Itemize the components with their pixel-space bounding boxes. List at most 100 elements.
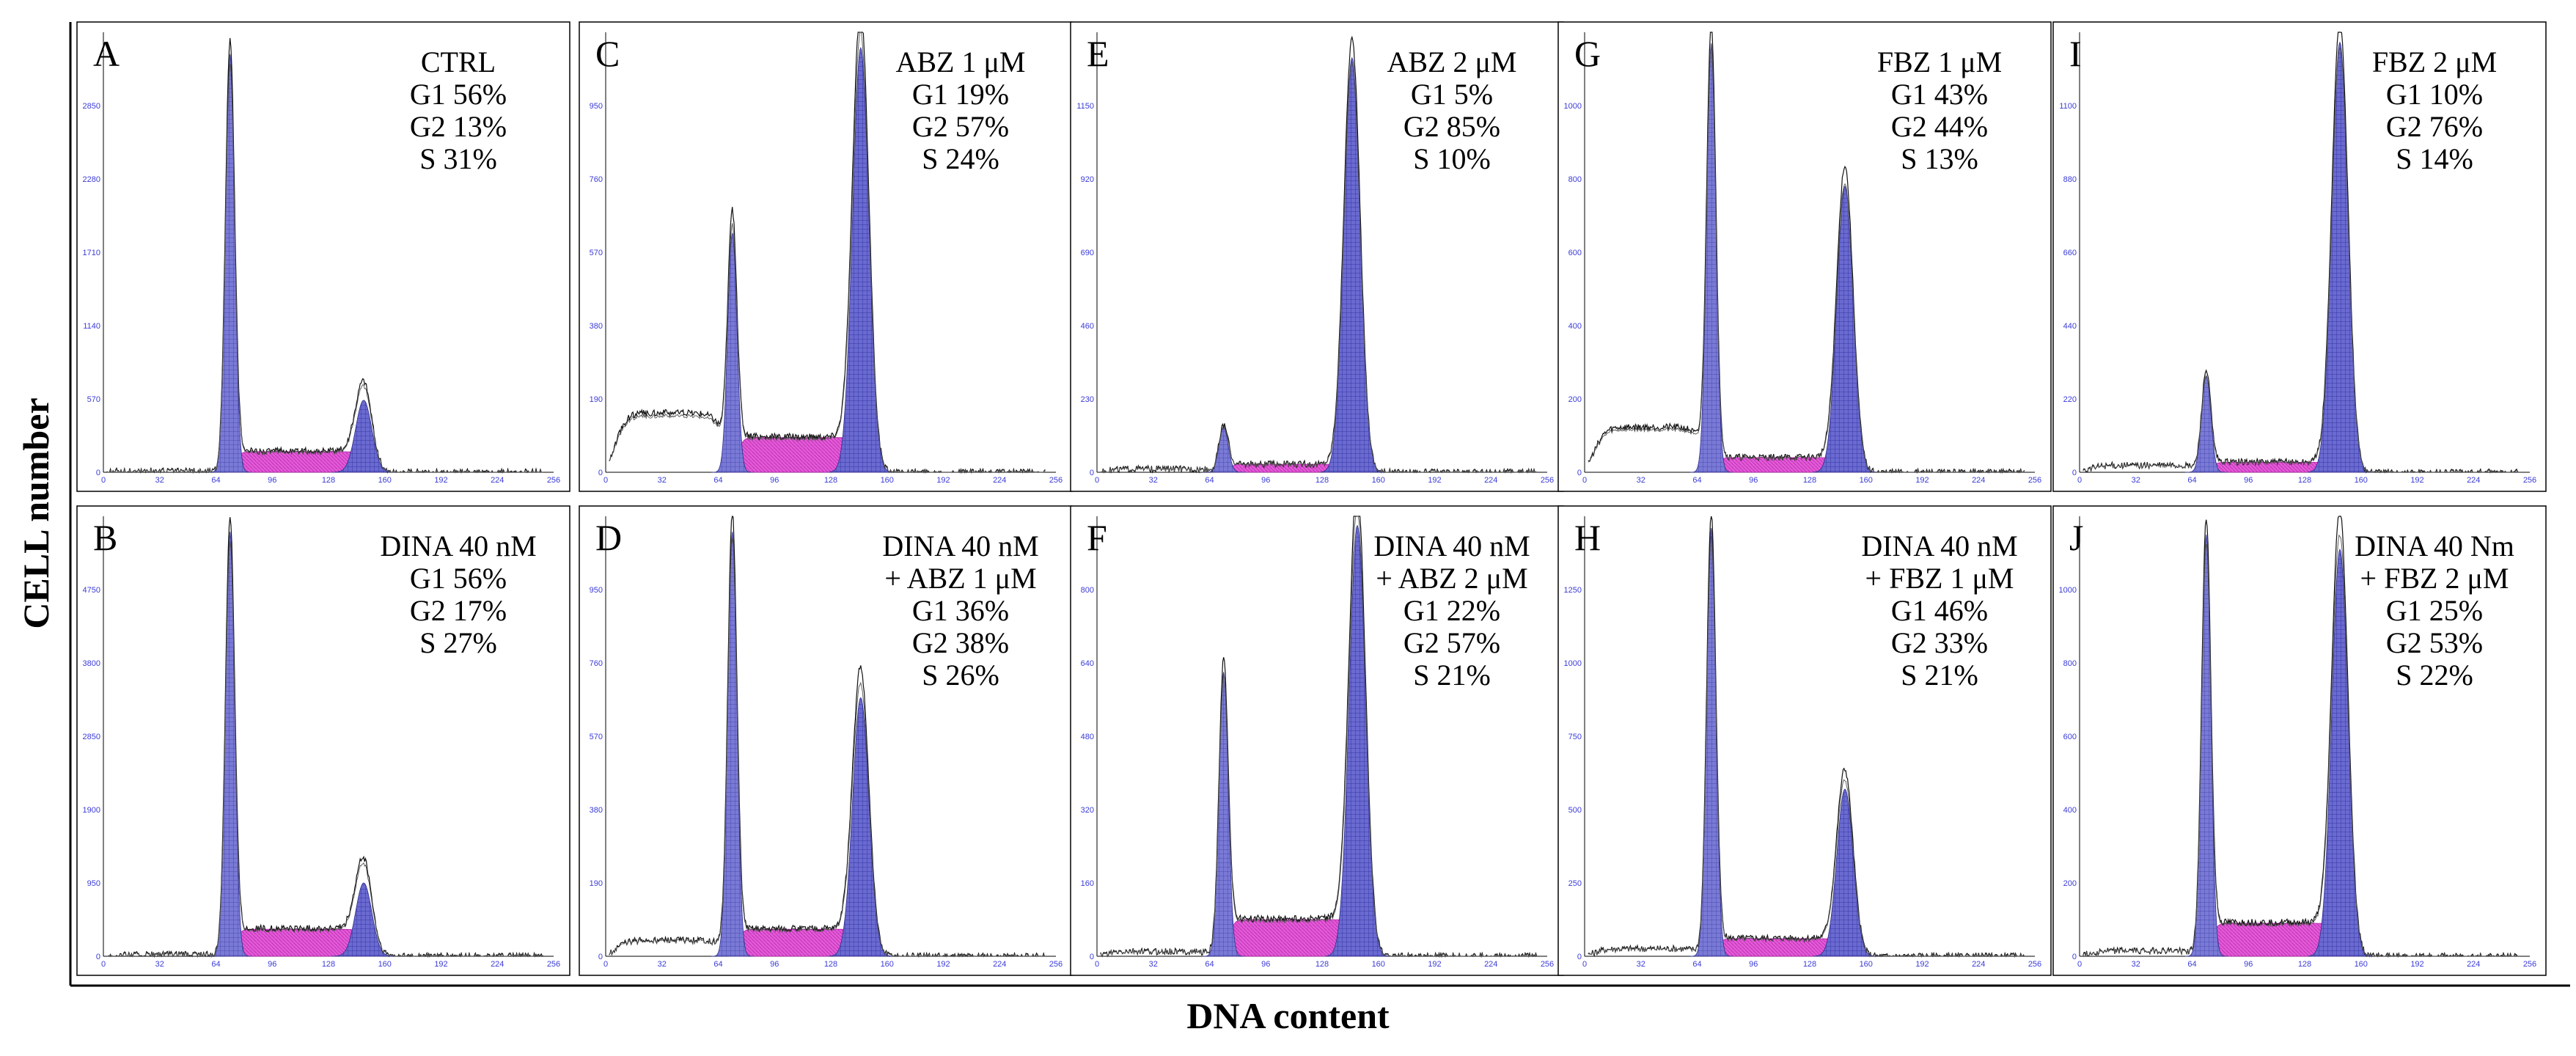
g1-peak-area	[1689, 43, 1733, 473]
y-tick-label: 0	[1577, 953, 1582, 961]
x-tick-label: 128	[824, 960, 837, 969]
g2-peak-area	[331, 882, 396, 957]
x-axis-title: DNA content	[1186, 995, 1390, 1036]
y-tick-label: 880	[2063, 175, 2077, 184]
x-tick-label: 224	[993, 476, 1006, 485]
x-tick-label: 32	[2132, 476, 2140, 485]
g1-peak-area	[711, 232, 754, 473]
y-tick-label: 380	[590, 806, 603, 815]
x-tick-label: 192	[1915, 476, 1929, 485]
x-tick-label: 64	[211, 476, 220, 485]
panel-letter: G	[1574, 33, 1601, 74]
x-tick-label: 256	[1049, 476, 1063, 485]
x-tick-label: 160	[1372, 476, 1385, 485]
panel-b: 0 32 64 96 128 160 192 224 256 0 950 1900 2850 3800 47…	[76, 505, 570, 976]
panel-annotation-line: G2 44%	[1891, 110, 1988, 143]
panel-annotation-line: S 14%	[2396, 142, 2473, 175]
y-tick-label: 800	[1081, 586, 1094, 595]
x-tick-label: 224	[993, 960, 1006, 969]
y-tick-label: 570	[590, 249, 603, 257]
panel-annotation-line: G2 57%	[1403, 626, 1500, 659]
panel-annotation-line: + ABZ 2 μM	[1376, 562, 1527, 595]
y-tick-label: 0	[96, 953, 100, 961]
x-tick-label: 0	[1095, 476, 1099, 485]
panel-letter: D	[595, 517, 622, 558]
y-tick-label: 200	[1568, 395, 1582, 404]
panel-j: 0 32 64 96 128 160 192 224 256 0 200 400 600 800 1000 J…	[2052, 505, 2547, 976]
x-tick-label: 128	[1315, 476, 1329, 485]
g1-peak-area	[1202, 672, 1245, 957]
panel-annotation-line: ABZ 2 μM	[1387, 45, 1516, 78]
histogram-fit-trace	[2083, 48, 2520, 473]
histogram-fit-trace	[1588, 535, 2025, 958]
x-tick-label: 256	[2523, 476, 2536, 485]
y-tick-label: 4750	[83, 586, 100, 595]
y-tick-label: 1710	[83, 249, 100, 257]
x-tick-label: 192	[434, 960, 447, 969]
x-tick-label: 160	[1372, 960, 1385, 969]
panel-annotation-line: G1 25%	[2386, 594, 2483, 627]
panel-frame	[1070, 505, 1564, 976]
x-tick-label: 256	[2028, 476, 2041, 485]
x-tick-label: 32	[1637, 476, 1645, 485]
panel-annotation-line: ABZ 1 μM	[895, 45, 1025, 78]
x-tick-label: 256	[547, 476, 560, 485]
y-tick-label: 1000	[1564, 659, 1582, 668]
x-tick-label: 0	[603, 476, 608, 485]
histogram-fit-trace	[2083, 534, 2520, 958]
y-tick-label: 950	[87, 879, 100, 888]
x-tick-label: 64	[713, 476, 722, 485]
panel-annotation-line: G2 13%	[410, 110, 507, 143]
x-tick-label: 160	[1860, 476, 1873, 485]
panel-annotation-line: S 21%	[1413, 659, 1491, 692]
x-tick-label: 128	[2298, 960, 2311, 969]
panel-annotation-line: G2 17%	[410, 594, 507, 627]
histogram-fit-trace	[1100, 516, 1537, 958]
y-tick-label: 380	[590, 322, 603, 331]
panel-e: 0 32 64 96 128 160 192 224 256 0 230 460 690 920 1150 E…	[1070, 21, 1564, 492]
x-tick-label: 128	[1803, 476, 1816, 485]
x-tick-label: 224	[1484, 960, 1497, 969]
panel-annotation-line: S 31%	[419, 142, 497, 175]
g1-peak-area	[1689, 527, 1733, 957]
panel-annotation-line: G1 22%	[1403, 594, 1500, 627]
y-tick-label: 2280	[83, 175, 100, 184]
y-tick-label: 2850	[83, 733, 100, 741]
panel-annotation-line: DINA 40 nM	[1861, 529, 2017, 562]
panel-annotation-line: G1 56%	[410, 78, 507, 111]
y-tick-label: 0	[1090, 953, 1094, 961]
y-tick-label: 440	[2063, 322, 2077, 331]
panel-letter: B	[93, 517, 117, 558]
x-tick-label: 64	[713, 960, 722, 969]
y-tick-label: 200	[2063, 879, 2077, 888]
g1-peak-area	[208, 532, 252, 957]
panel-letter: E	[1087, 33, 1109, 74]
x-tick-label: 64	[1692, 476, 1701, 485]
x-tick-label: 32	[155, 960, 164, 969]
x-tick-label: 0	[1095, 960, 1099, 969]
histogram-fit-trace	[106, 542, 543, 958]
x-tick-label: 128	[322, 960, 335, 969]
x-tick-label: 192	[936, 476, 950, 485]
x-tick-label: 224	[2467, 960, 2480, 969]
y-tick-label: 750	[1568, 733, 1582, 741]
g2-peak-area	[829, 697, 893, 957]
y-tick-label: 480	[1081, 733, 1094, 741]
x-tick-label: 96	[2244, 960, 2253, 969]
y-tick-label: 160	[1081, 879, 1094, 888]
y-tick-label: 600	[1568, 249, 1582, 257]
histogram-fit-trace	[609, 32, 1046, 474]
panel-annotation-line: G1 43%	[1891, 78, 1988, 111]
x-tick-label: 160	[881, 476, 894, 485]
y-tick-label: 1140	[83, 322, 100, 331]
panel-letter: A	[93, 33, 120, 74]
panel-frame	[76, 21, 570, 492]
x-tick-label: 0	[2077, 960, 2082, 969]
x-tick-label: 64	[1205, 476, 1214, 485]
y-tick-label: 250	[1568, 879, 1582, 888]
y-tick-label: 190	[590, 395, 603, 404]
panel-annotation-line: CTRL	[421, 45, 496, 78]
x-tick-label: 32	[155, 476, 164, 485]
panel-annotation-line: G2 85%	[1403, 110, 1500, 143]
